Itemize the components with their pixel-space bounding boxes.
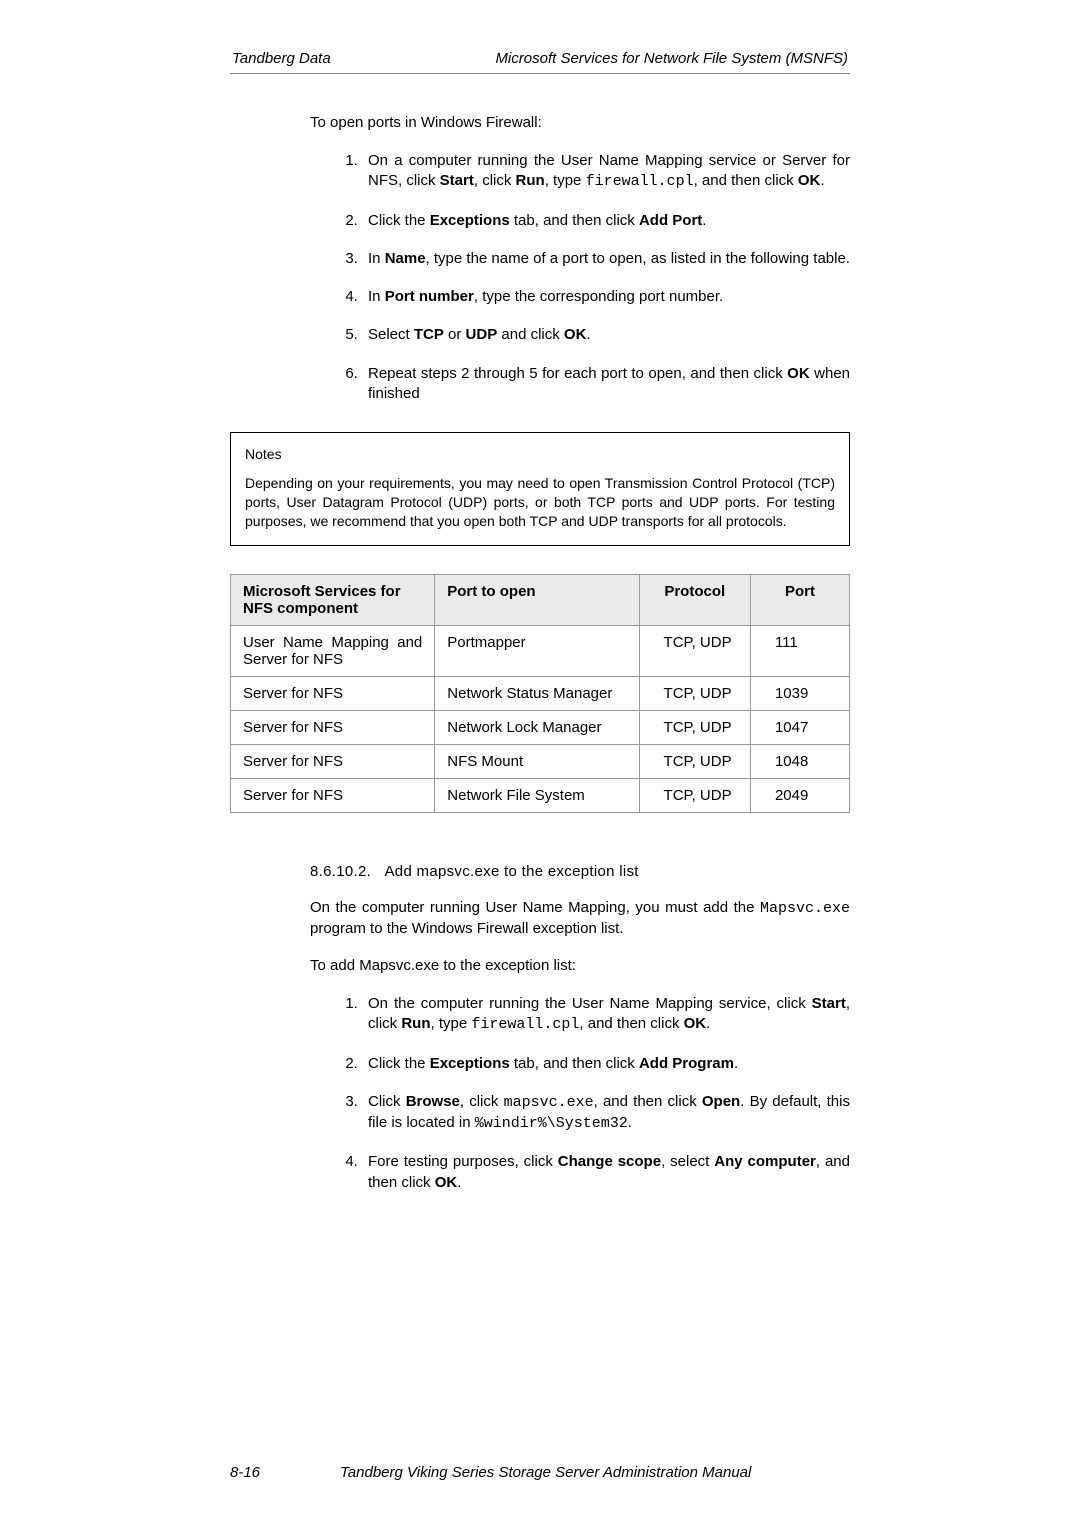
cell-port-open: Network File System xyxy=(435,778,639,812)
page-header: Tandberg Data Microsoft Services for Net… xyxy=(230,50,850,67)
cell-port-open: Network Status Manager xyxy=(435,676,639,710)
cell-port-open: Portmapper xyxy=(435,625,639,676)
section2-intro: To add Mapsvc.exe to the exception list: xyxy=(310,957,850,974)
cell-port-open: NFS Mount xyxy=(435,744,639,778)
step-3: In Name, type the name of a port to open… xyxy=(362,249,850,269)
table-row: Server for NFSNFS MountTCP, UDP1048 xyxy=(231,744,850,778)
table-header-row: Microsoft Services for NFS component Por… xyxy=(231,574,850,625)
cell-protocol: TCP, UDP xyxy=(639,778,750,812)
step2-1: On the computer running the User Name Ma… xyxy=(362,994,850,1036)
cell-protocol: TCP, UDP xyxy=(639,625,750,676)
th-component: Microsoft Services for NFS component xyxy=(231,574,435,625)
cell-port: 1048 xyxy=(750,744,849,778)
cell-port: 1039 xyxy=(750,676,849,710)
cell-component: Server for NFS xyxy=(231,778,435,812)
section2-heading: 8.6.10.2. Add mapsvc.exe to the exceptio… xyxy=(310,863,850,880)
notes-body: Depending on your requirements, you may … xyxy=(245,474,835,531)
table-row: Server for NFSNetwork Status ManagerTCP,… xyxy=(231,676,850,710)
step-6: Repeat steps 2 through 5 for each port t… xyxy=(362,364,850,405)
notes-title: Notes xyxy=(245,445,835,464)
cell-port: 1047 xyxy=(750,710,849,744)
page-footer: 8-16 Tandberg Viking Series Storage Serv… xyxy=(230,1464,850,1481)
header-left: Tandberg Data xyxy=(232,50,331,67)
cell-protocol: TCP, UDP xyxy=(639,710,750,744)
table-row: Server for NFSNetwork File SystemTCP, UD… xyxy=(231,778,850,812)
step-2: Click the Exceptions tab, and then click… xyxy=(362,211,850,231)
section2-para1: On the computer running User Name Mappin… xyxy=(310,898,850,940)
footer-text: Tandberg Viking Series Storage Server Ad… xyxy=(340,1464,751,1481)
cell-component: Server for NFS xyxy=(231,744,435,778)
step-1: On a computer running the User Name Mapp… xyxy=(362,151,850,193)
step2-4: Fore testing purposes, click Change scop… xyxy=(362,1152,850,1193)
cell-port-open: Network Lock Manager xyxy=(435,710,639,744)
th-port: Port xyxy=(750,574,849,625)
cell-protocol: TCP, UDP xyxy=(639,744,750,778)
section1-intro: To open ports in Windows Firewall: xyxy=(310,114,850,131)
cell-port: 111 xyxy=(750,625,849,676)
footer-page-number: 8-16 xyxy=(230,1464,340,1481)
th-port-open: Port to open xyxy=(435,574,639,625)
ports-table: Microsoft Services for NFS component Por… xyxy=(230,574,850,813)
notes-box: Notes Depending on your requirements, yo… xyxy=(230,432,850,546)
step2-3: Click Browse, click mapsvc.exe, and then… xyxy=(362,1092,850,1135)
step-5: Select TCP or UDP and click OK. xyxy=(362,325,850,345)
header-rule xyxy=(230,73,850,74)
section1-steps: On a computer running the User Name Mapp… xyxy=(362,151,850,404)
cell-component: Server for NFS xyxy=(231,710,435,744)
cell-component: Server for NFS xyxy=(231,676,435,710)
table-row: User Name Mapping and Server for NFSPort… xyxy=(231,625,850,676)
step-4: In Port number, type the corresponding p… xyxy=(362,287,850,307)
cell-component: User Name Mapping and Server for NFS xyxy=(231,625,435,676)
section2-steps: On the computer running the User Name Ma… xyxy=(362,994,850,1193)
header-right: Microsoft Services for Network File Syst… xyxy=(495,50,848,67)
cell-port: 2049 xyxy=(750,778,849,812)
cell-protocol: TCP, UDP xyxy=(639,676,750,710)
step2-2: Click the Exceptions tab, and then click… xyxy=(362,1054,850,1074)
table-row: Server for NFSNetwork Lock ManagerTCP, U… xyxy=(231,710,850,744)
th-protocol: Protocol xyxy=(639,574,750,625)
